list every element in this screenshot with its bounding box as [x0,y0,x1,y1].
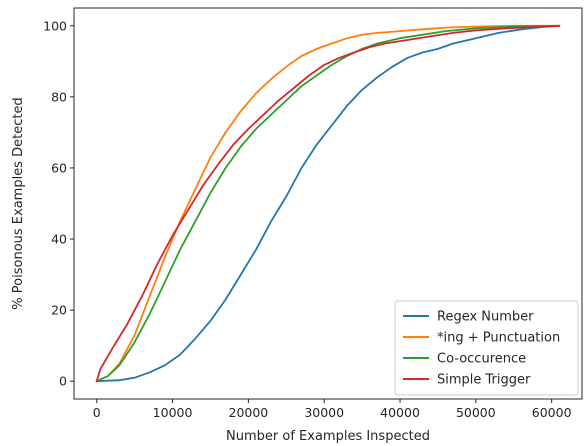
y-axis-ticks: 0 20 40 60 80 100 [43,18,74,389]
x-tick-label: 20000 [229,405,269,420]
x-tick-label: 50000 [456,405,496,420]
series-line-1 [95,24,561,383]
x-tick-label: 10000 [153,405,193,420]
x-tick-label: 40000 [380,405,420,420]
legend-label: Regex Number [437,310,534,325]
y-tick-label: 60 [51,160,67,175]
y-tick-label: 40 [51,232,67,247]
y-axis-label: % Poisonous Examples Detected [11,97,26,309]
x-tick-label: 60000 [532,405,572,420]
series-line-3 [95,24,561,383]
x-tick-label: 30000 [304,405,344,420]
series-line-4 [95,24,561,383]
legend-label: Co-occurence [437,352,526,367]
x-axis-label: Number of Examples Inspected [226,429,430,444]
series-line-2 [95,24,561,383]
y-tick-label: 20 [51,303,67,318]
y-tick-label: 100 [43,18,67,33]
series-lines [95,24,561,383]
x-axis-ticks: 0 10000 20000 30000 40000 50000 60000 [93,399,572,420]
legend: Regex Number *ing + Punctuation Co-occuren… [394,300,579,396]
x-tick-label: 0 [93,405,101,420]
y-tick-label: 0 [59,374,67,389]
legend-label: *ing + Punctuation [437,331,560,346]
y-tick-label: 80 [51,89,67,104]
legend-label: Simple Trigger [437,373,531,388]
plot-area-frame [73,7,583,400]
legend-box [394,300,579,396]
